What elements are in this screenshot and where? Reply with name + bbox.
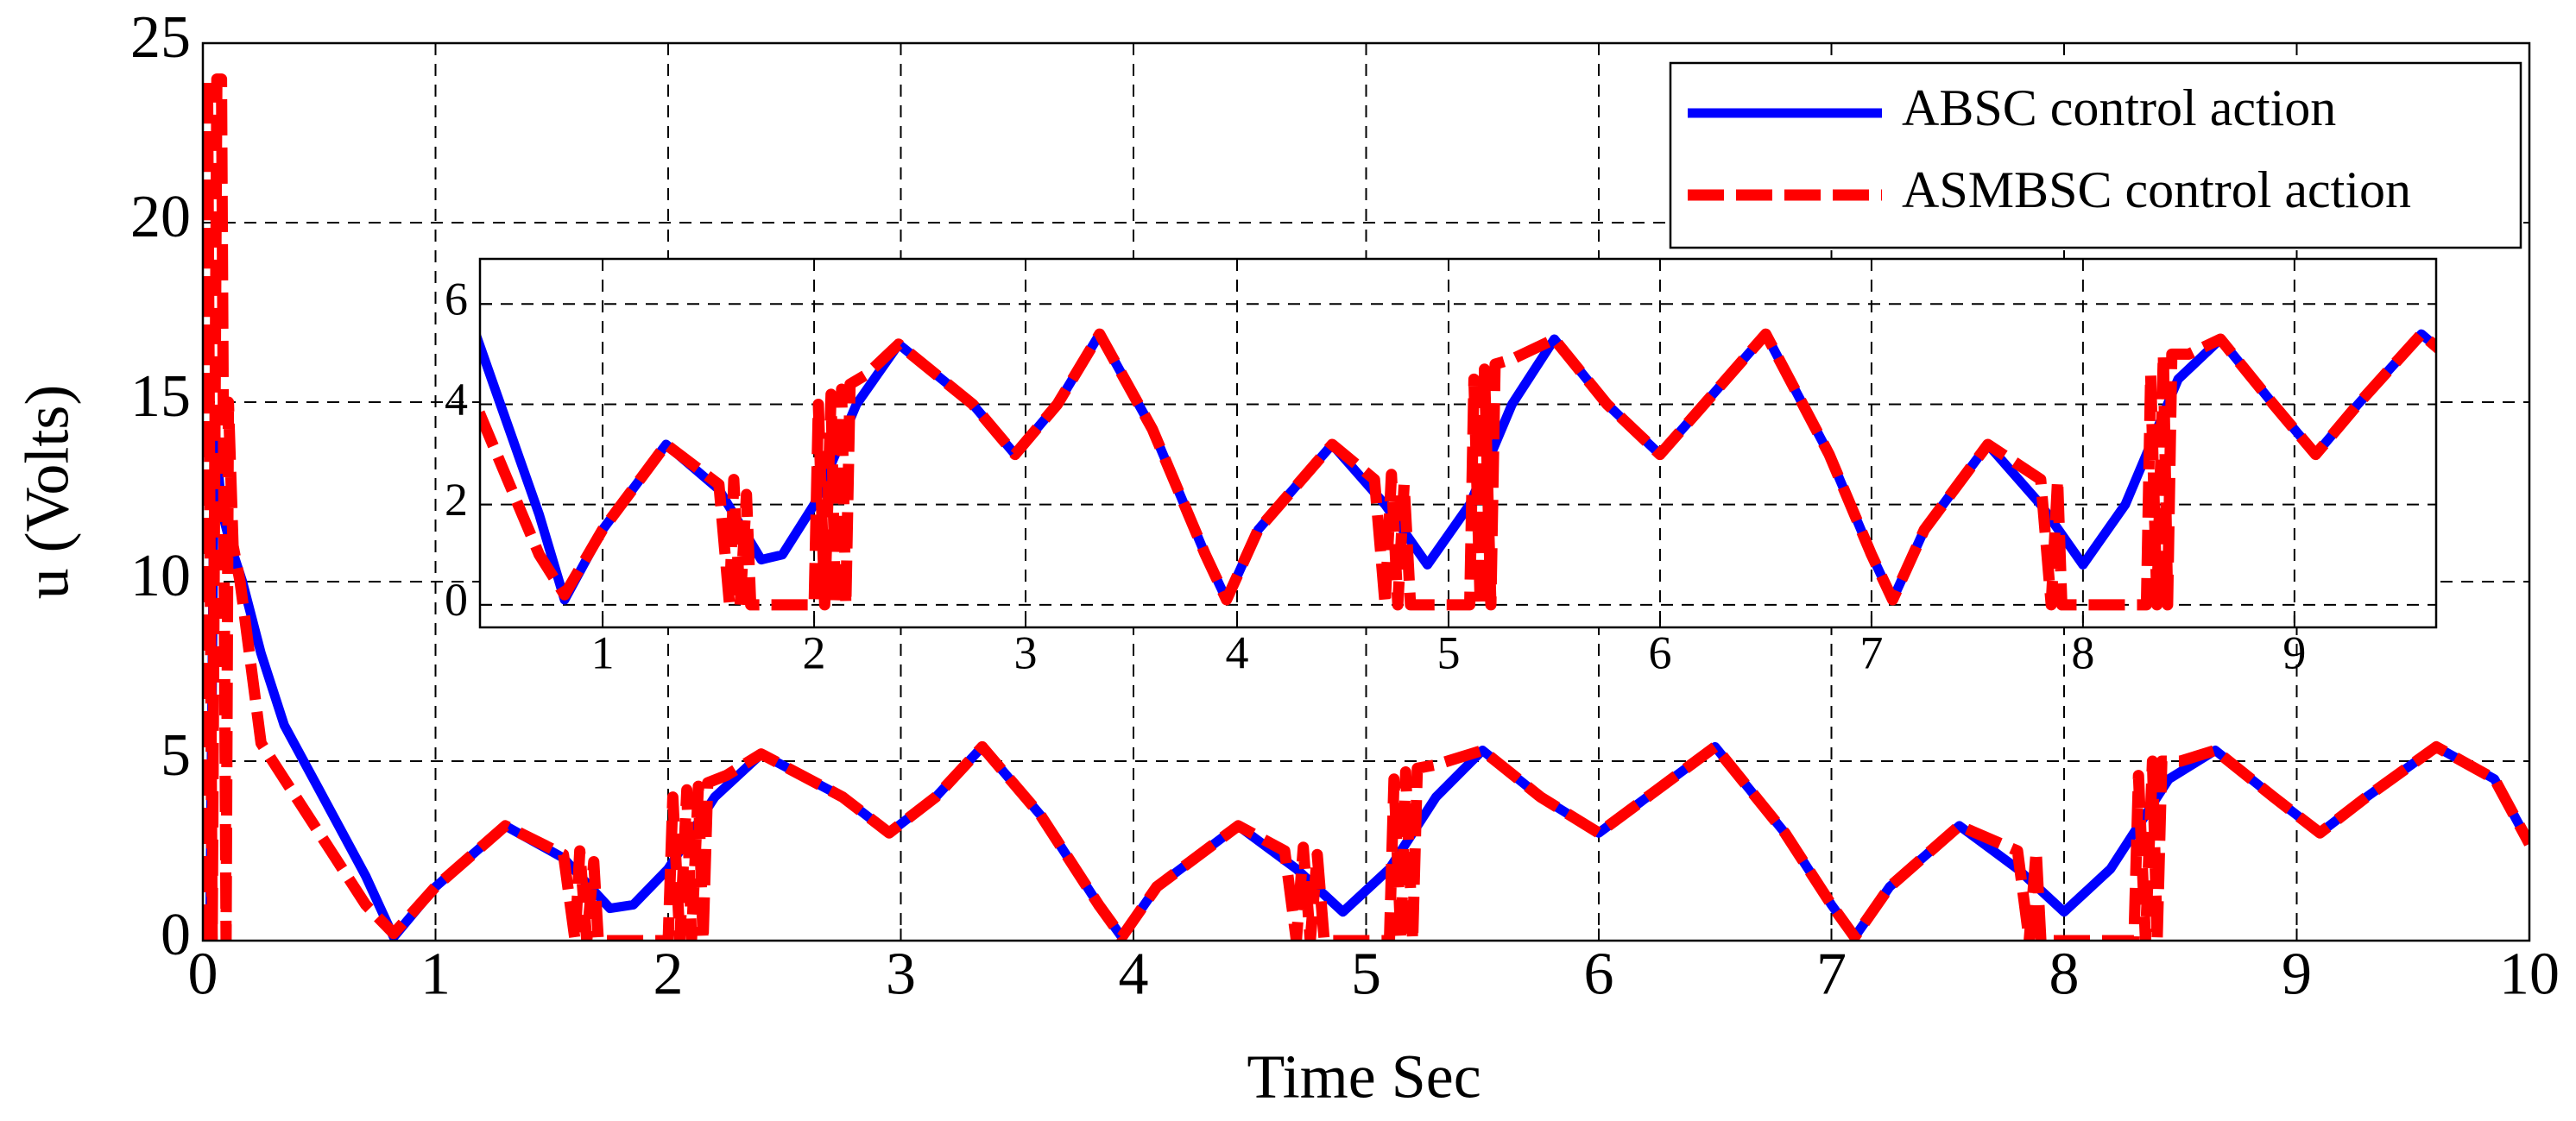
- y-axis-label: u (Volts): [13, 385, 82, 600]
- legend-label: ABSC control action: [1902, 79, 2336, 136]
- legend-box: [1669, 61, 2522, 249]
- y-tick-label: 2: [445, 474, 468, 526]
- y-tick-label: 6: [445, 274, 468, 325]
- x-tick-label: 9: [2282, 942, 2312, 1008]
- plot-frame: [201, 41, 2531, 942]
- x-tick-label: 7: [1859, 627, 1883, 678]
- series-group: [203, 73, 2529, 941]
- series-line: [480, 329, 2436, 605]
- x-tick-label: 0: [188, 942, 218, 1008]
- y-tick-label: 4: [445, 374, 468, 425]
- x-tick-label: 6: [1584, 942, 1614, 1008]
- legend-label: ASMBSC control action: [1902, 161, 2411, 218]
- x-tick-label: 2: [803, 627, 826, 678]
- x-tick-label: 3: [886, 942, 916, 1008]
- x-tick-label: 5: [1436, 627, 1460, 678]
- x-tick-label: 8: [2049, 942, 2080, 1008]
- series-line: [480, 328, 2436, 611]
- x-axis-label: Time Sec: [1247, 1042, 1481, 1112]
- y-tick-label: 15: [130, 363, 191, 430]
- y-tick-label: 20: [130, 184, 191, 250]
- x-tick-label: 3: [1014, 627, 1038, 678]
- y-tick-label: 0: [161, 902, 191, 968]
- series-line: [203, 73, 2529, 941]
- x-tick-label: 1: [591, 627, 615, 678]
- inset-series: [480, 328, 2436, 611]
- y-tick-label: 10: [130, 543, 191, 609]
- x-tick-label: 7: [1816, 942, 1847, 1008]
- x-tick-label: 8: [2071, 627, 2094, 678]
- x-tick-label: 9: [2282, 627, 2306, 678]
- x-tick-label: 10: [2499, 942, 2560, 1008]
- inset-background: [480, 259, 2436, 627]
- y-tick-label: 5: [161, 722, 191, 789]
- inset-frame: [478, 257, 2438, 629]
- x-tick-label: 6: [1648, 627, 1671, 678]
- x-tick-label: 4: [1119, 942, 1149, 1008]
- y-tick-label: 25: [130, 4, 191, 71]
- x-tick-label: 2: [653, 942, 684, 1008]
- x-tick-label: 1: [420, 942, 451, 1008]
- x-tick-label: 4: [1226, 627, 1249, 678]
- y-tick-label: 0: [445, 574, 468, 626]
- x-tick-label: 5: [1351, 942, 1381, 1008]
